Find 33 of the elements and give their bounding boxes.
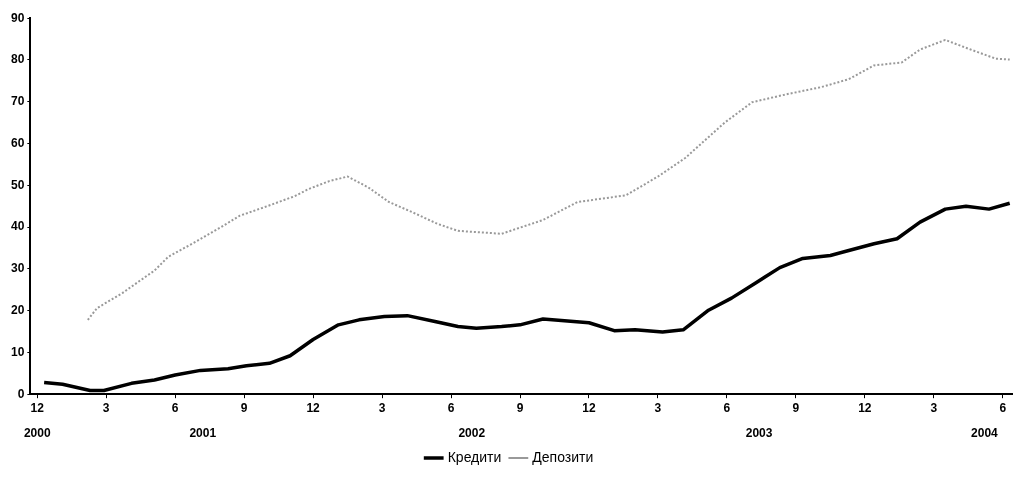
x-tick-label: 3: [654, 400, 662, 415]
x2-tick-label: 2000: [23, 426, 51, 441]
y-tick-label: 60: [10, 135, 25, 150]
y-tick-label: 50: [10, 177, 25, 192]
x-tick-label: 3: [102, 400, 110, 415]
x-tick-label: 12: [858, 400, 872, 415]
x2-tick-label: 2002: [458, 426, 486, 441]
x-tick-label: 9: [792, 400, 800, 415]
line-series: [86, 38, 1011, 321]
x-tick-label: 12: [306, 400, 321, 415]
legend-label: Депозити: [532, 448, 594, 465]
legend-label: Кредити: [447, 448, 502, 465]
x-tick-label: 6: [447, 400, 455, 415]
y-tick-label: 10: [10, 344, 25, 359]
y-tick-label: 80: [10, 52, 25, 67]
x-tick-label: 6: [723, 400, 731, 415]
y-tick-label: 30: [10, 261, 25, 276]
y-tick-label: 90: [10, 10, 25, 25]
x-tick-label: 12: [30, 400, 45, 415]
y-tick-label: 40: [10, 219, 25, 234]
x-tick-label: 12: [582, 400, 596, 415]
x-tick-label: 6: [171, 400, 179, 415]
x2-tick-label: 2001: [189, 426, 217, 441]
y-tick-label: 70: [10, 94, 25, 109]
x2-tick-label: 2004: [971, 426, 999, 441]
x-tick-label: 9: [240, 400, 248, 415]
x2-tick-label: 2003: [745, 426, 773, 441]
y-tick-label: 20: [10, 302, 25, 317]
x-tick-label: 9: [516, 400, 524, 415]
x-tick-label: 3: [930, 400, 938, 415]
x-tick-label: 3: [378, 400, 386, 415]
y-tick-label: 0: [17, 386, 25, 401]
x-tick-label: 6: [999, 400, 1007, 415]
